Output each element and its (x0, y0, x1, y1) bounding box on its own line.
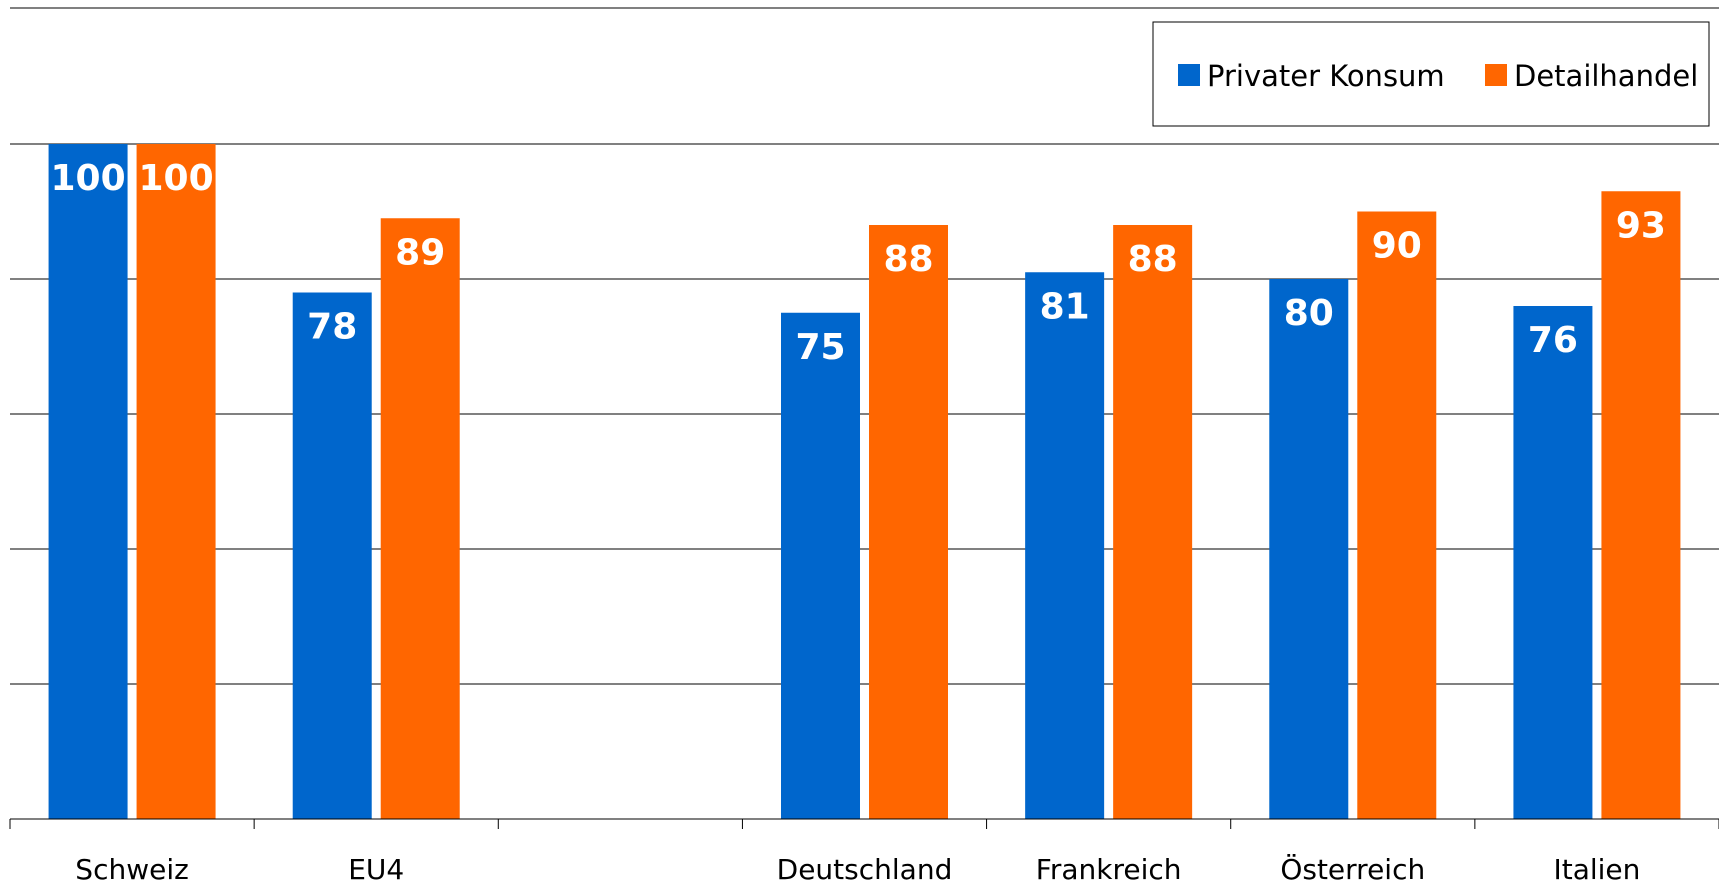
bar-detailhandel-österreich (1357, 211, 1437, 819)
legend-swatch (1178, 64, 1200, 86)
data-label: 93 (1616, 205, 1666, 246)
data-label: 80 (1284, 293, 1334, 334)
data-label: 75 (795, 327, 845, 368)
x-axis: Schweiz EU4 Deutschland Frankreich Österreic… (9, 818, 1719, 884)
data-label: 81 (1040, 286, 1090, 327)
legend-label: Detailhandel (1514, 59, 1698, 93)
bar-privater-konsum-schweiz (48, 144, 128, 819)
bar-detailhandel-schweiz (136, 144, 216, 819)
x-tick-label: Schweiz (75, 853, 189, 884)
bar-privater-konsum-eu4 (292, 292, 372, 819)
x-tick-label: EU4 (348, 853, 404, 884)
data-label: 78 (307, 307, 357, 348)
bars: 100 100 78 89 75 88 81 88 80 90 76 93 (48, 144, 1681, 819)
bar-detailhandel-italien (1601, 191, 1681, 819)
data-label: 90 (1372, 226, 1422, 267)
bar-privater-konsum-frankreich (1025, 272, 1105, 819)
x-tick-label: Frankreich (1036, 853, 1182, 884)
data-label: 88 (883, 239, 933, 280)
x-tick-label: Österreich (1280, 852, 1425, 884)
data-label: 76 (1528, 320, 1578, 361)
data-label: 100 (138, 158, 213, 199)
legend-swatch (1485, 64, 1507, 86)
data-label: 89 (395, 232, 445, 273)
legend-box (1152, 21, 1710, 127)
bar-privater-konsum-italien (1513, 306, 1593, 819)
bar-detailhandel-frankreich (1113, 225, 1193, 819)
bar-detailhandel-deutschland (869, 225, 948, 819)
legend: Privater Konsum Detailhandel (1152, 21, 1710, 127)
legend-label: Privater Konsum (1207, 59, 1445, 93)
data-label: 100 (50, 158, 125, 199)
bar-privater-konsum-österreich (1269, 279, 1349, 819)
data-label: 88 (1128, 239, 1178, 280)
bar-detailhandel-eu4 (380, 218, 460, 819)
x-tick-label: Italien (1553, 853, 1640, 884)
bar-privater-konsum-deutschland (781, 312, 860, 819)
x-tick-label: Deutschland (777, 853, 953, 884)
